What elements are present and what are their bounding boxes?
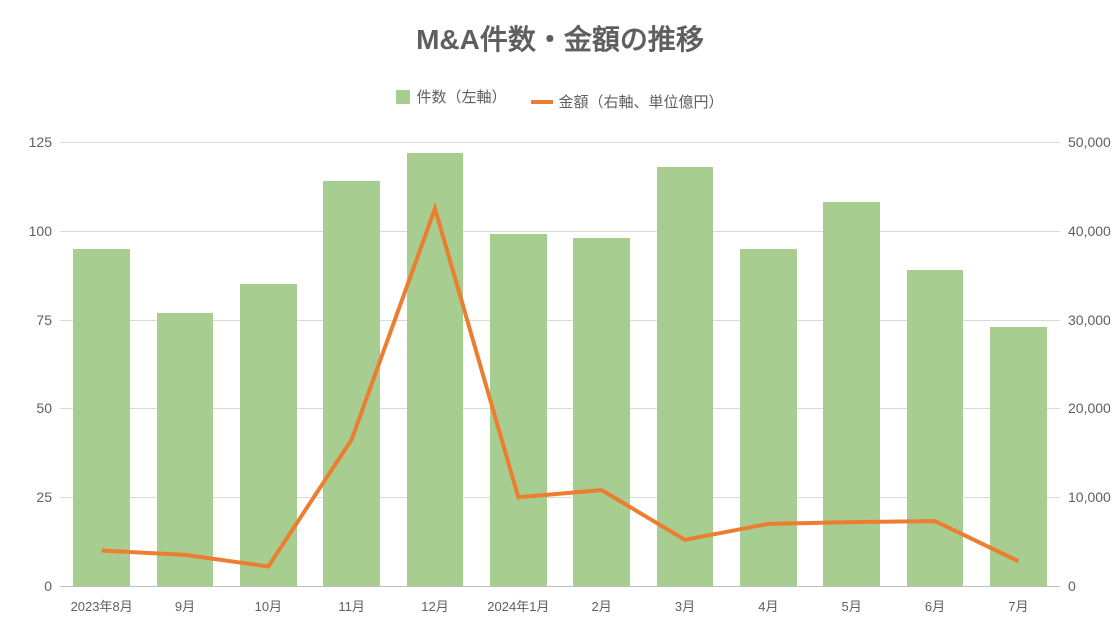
legend-item: 件数（左軸） <box>396 86 506 107</box>
y-axis-right-label: 10,000 <box>1068 489 1111 505</box>
x-axis-label: 2024年1月 <box>487 596 549 615</box>
y-axis-right-label: 30,000 <box>1068 312 1111 328</box>
line-path <box>102 209 1019 567</box>
y-axis-right-label: 50,000 <box>1068 134 1111 150</box>
x-axis-label: 2023年8月 <box>71 596 133 615</box>
x-axis-label: 5月 <box>842 596 862 615</box>
x-axis-label: 9月 <box>175 596 195 615</box>
y-axis-left-label: 125 <box>2 134 52 150</box>
legend-item: 金額（右軸、単位億円） <box>531 91 724 112</box>
x-axis-label: 11月 <box>338 596 365 615</box>
line-series <box>60 142 1060 586</box>
y-axis-left-label: 0 <box>2 578 52 594</box>
y-axis-left-label: 50 <box>2 400 52 416</box>
y-axis-right-label: 0 <box>1068 578 1076 594</box>
y-axis-right-label: 20,000 <box>1068 400 1111 416</box>
legend-label: 金額（右軸、単位億円） <box>559 91 724 112</box>
y-axis-left-label: 75 <box>2 312 52 328</box>
x-axis-label: 6月 <box>925 596 945 615</box>
x-axis-label: 2月 <box>592 596 612 615</box>
chart-title: M&A件数・金額の推移 <box>0 18 1120 58</box>
x-axis-label: 12月 <box>421 596 448 615</box>
x-axis-label: 7月 <box>1008 596 1028 615</box>
chart-legend: 件数（左軸） 金額（右軸、単位億円） <box>0 86 1120 112</box>
y-axis-left-label: 100 <box>2 223 52 239</box>
chart-root: M&A件数・金額の推移 件数（左軸） 金額（右軸、単位億円） 0 25 50 75 100… <box>0 0 1120 634</box>
legend-swatch-line <box>531 100 553 104</box>
legend-label: 件数（左軸） <box>416 86 506 107</box>
chart-plot-area <box>60 142 1060 586</box>
y-axis-right-label: 40,000 <box>1068 223 1111 239</box>
x-axis-label: 10月 <box>255 596 282 615</box>
x-axis-label: 4月 <box>758 596 778 615</box>
gridline <box>60 586 1060 587</box>
legend-swatch-bar <box>396 90 410 104</box>
x-axis-label: 3月 <box>675 596 695 615</box>
y-axis-left-label: 25 <box>2 489 52 505</box>
